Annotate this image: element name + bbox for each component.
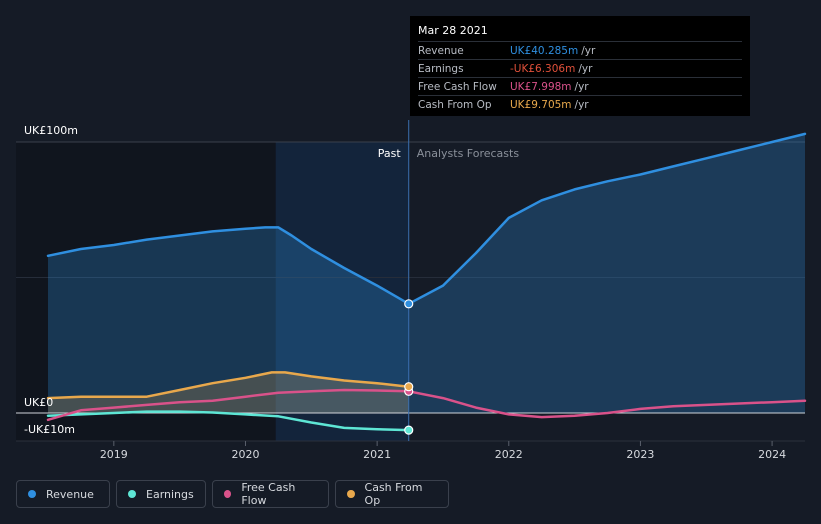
legend-dot-icon bbox=[224, 490, 232, 498]
legend-item-free-cash-flow[interactable]: Free Cash Flow bbox=[212, 480, 329, 508]
tooltip-row-cash-from-op: Cash From Op UK£9.705m /yr bbox=[418, 95, 742, 113]
series-area-cash-from-op bbox=[48, 372, 409, 413]
y-label-100m: UK£100m bbox=[24, 124, 78, 137]
past-region bbox=[16, 142, 276, 441]
past-label: Past bbox=[378, 147, 402, 160]
x-tick-label-2019: 2019 bbox=[100, 448, 128, 461]
tooltip-value: UK£9.705m bbox=[510, 98, 572, 111]
legend-dot-icon bbox=[128, 490, 136, 498]
tooltip-date: Mar 28 2021 bbox=[418, 24, 488, 37]
legend-dot-icon bbox=[28, 490, 36, 498]
x-tick-label-2020: 2020 bbox=[231, 448, 259, 461]
legend-label: Revenue bbox=[46, 487, 94, 501]
tooltip-value: UK£40.285m bbox=[510, 44, 579, 57]
legend-dot-icon bbox=[347, 490, 355, 498]
series-area-revenue bbox=[48, 133, 805, 413]
tooltip-value: UK£7.998m bbox=[510, 80, 572, 93]
x-tick-label-2023: 2023 bbox=[626, 448, 654, 461]
tooltip-unit: /yr bbox=[574, 80, 589, 93]
tooltip-row-earnings: Earnings -UK£6.306m /yr bbox=[418, 59, 742, 77]
series-line-free-cash-flow bbox=[46, 388, 807, 422]
x-tick-label-2021: 2021 bbox=[363, 448, 391, 461]
tooltip-label: Free Cash Flow bbox=[418, 80, 497, 93]
tooltip-label: Cash From Op bbox=[418, 98, 492, 111]
y-label-neg10m: -UK£10m bbox=[24, 423, 75, 436]
tooltip-label: Revenue bbox=[418, 44, 464, 57]
tooltip-row-revenue: Revenue UK£40.285m /yr bbox=[418, 41, 742, 59]
legend-label: Earnings bbox=[146, 487, 194, 501]
series-line-earnings bbox=[46, 410, 410, 432]
tooltip-unit: /yr bbox=[578, 62, 593, 75]
tooltip-unit: /yr bbox=[574, 98, 589, 111]
legend-label: Free Cash Flow bbox=[241, 481, 296, 507]
tooltip-label: Earnings bbox=[418, 62, 464, 75]
legend: Revenue Earnings Free Cash Flow Cash Fro… bbox=[16, 480, 449, 508]
x-tick-label-2022: 2022 bbox=[495, 448, 523, 461]
marker-earnings bbox=[404, 425, 414, 435]
x-tick-label-2024: 2024 bbox=[758, 448, 786, 461]
marker-revenue bbox=[404, 299, 414, 309]
tooltip-value: -UK£6.306m bbox=[510, 62, 576, 75]
series-line-cash-from-op bbox=[46, 371, 410, 400]
tooltip-unit: /yr bbox=[581, 44, 596, 57]
legend-label: Cash From Op bbox=[364, 481, 423, 507]
legend-item-cash-from-op[interactable]: Cash From Op bbox=[335, 480, 449, 508]
y-label-zero: UK£0 bbox=[24, 396, 53, 409]
forecast-label: Analysts Forecasts bbox=[417, 147, 520, 160]
series-line-revenue bbox=[46, 132, 807, 306]
legend-item-revenue[interactable]: Revenue bbox=[16, 480, 110, 508]
hover-tooltip: Mar 28 2021 Revenue UK£40.285m /yr Earni… bbox=[410, 16, 750, 116]
marker-cash-from-op bbox=[404, 382, 414, 392]
legend-item-earnings[interactable]: Earnings bbox=[116, 480, 206, 508]
tooltip-row-free-cash-flow: Free Cash Flow UK£7.998m /yr bbox=[418, 77, 742, 95]
